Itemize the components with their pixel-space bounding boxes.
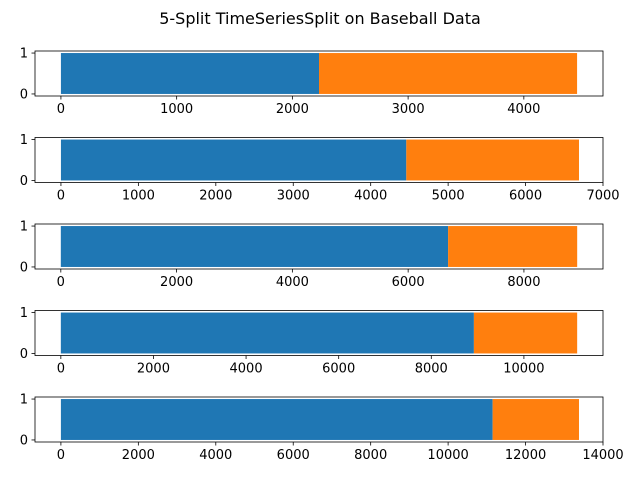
x-tick-label-2: 2000: [199, 189, 232, 204]
x-tick-label-4: 6000: [322, 362, 355, 377]
train-bar-4: [60, 312, 474, 354]
test-bar-1: [319, 53, 578, 94]
x-tick-label-2: 3000: [277, 189, 310, 204]
test-bar-2: [406, 139, 579, 181]
subplot-5: 0 2000 4000 6000 8000 10000 12000 14000 0 1: [20, 393, 624, 463]
x-tick-label-1: 1000: [160, 102, 193, 117]
x-tick-label-1: 0: [57, 102, 65, 117]
y-tick-label-4: 0: [20, 347, 28, 362]
x-tick-label-3: 0: [57, 275, 65, 290]
x-tick-label-5: 14000: [582, 448, 623, 463]
x-tick-label-3: 8000: [507, 275, 540, 290]
y-tick-label-1: 0: [20, 87, 28, 102]
axes-frame-1: [34, 50, 604, 97]
y-tick-label-4: 1: [20, 306, 28, 321]
y-tick-label-2: 1: [20, 133, 28, 148]
x-tick-label-2: 4000: [354, 189, 387, 204]
x-tick-label-1: 2000: [276, 102, 309, 117]
x-tick-label-5: 8000: [354, 448, 387, 463]
x-tick-label-5: 2000: [122, 448, 155, 463]
subplot-2: 0 1000 2000 3000 4000 5000 6000 7000 0 1: [20, 133, 620, 203]
axes-frame-3: [34, 223, 604, 270]
train-bar-2: [60, 139, 407, 181]
subplot-3: 0 2000 4000 6000 8000 0 1: [20, 220, 604, 290]
x-tick-label-4: 2000: [137, 362, 170, 377]
axes-frame-5: [34, 396, 604, 443]
y-tick-label-1: 1: [20, 47, 28, 62]
x-tick-label-3: 6000: [392, 275, 425, 290]
x-tick-label-1: 3000: [392, 102, 425, 117]
test-bar-5: [492, 399, 579, 440]
x-tick-label-5: 12000: [505, 448, 546, 463]
chart-title: 5-Split TimeSeriesSplit on Baseball Data: [159, 9, 481, 28]
y-tick-label-3: 0: [20, 260, 28, 275]
test-bar-3: [448, 226, 578, 267]
x-tick-label-5: 6000: [277, 448, 310, 463]
x-tick-label-2: 7000: [586, 189, 619, 204]
axes-frame-4: [34, 310, 604, 356]
x-tick-label-3: 4000: [276, 275, 309, 290]
x-tick-label-1: 4000: [507, 102, 540, 117]
x-tick-label-4: 4000: [230, 362, 263, 377]
train-bar-3: [60, 226, 449, 267]
x-tick-label-2: 1000: [122, 189, 155, 204]
test-bar-4: [473, 312, 578, 354]
x-tick-label-2: 0: [57, 189, 65, 204]
axes-frame-2: [34, 137, 604, 183]
y-tick-label-3: 1: [20, 220, 28, 235]
y-tick-label-5: 0: [20, 433, 28, 448]
x-tick-label-2: 6000: [509, 189, 542, 204]
train-bar-5: [60, 399, 493, 440]
x-tick-label-4: 10000: [503, 362, 544, 377]
x-tick-label-5: 0: [57, 448, 65, 463]
subplot-1: 0 1000 2000 3000 4000 0 1: [20, 47, 604, 117]
x-tick-label-5: 10000: [427, 448, 468, 463]
x-tick-label-4: 8000: [415, 362, 448, 377]
subplot-4: 0 2000 4000 6000 8000 10000 0 1: [20, 306, 604, 377]
x-tick-label-2: 5000: [432, 189, 465, 204]
x-tick-label-4: 0: [57, 362, 65, 377]
train-bar-1: [60, 53, 319, 94]
x-tick-label-3: 2000: [160, 275, 193, 290]
x-tick-label-5: 4000: [199, 448, 232, 463]
y-tick-label-2: 0: [20, 174, 28, 189]
y-tick-label-5: 1: [20, 393, 28, 408]
